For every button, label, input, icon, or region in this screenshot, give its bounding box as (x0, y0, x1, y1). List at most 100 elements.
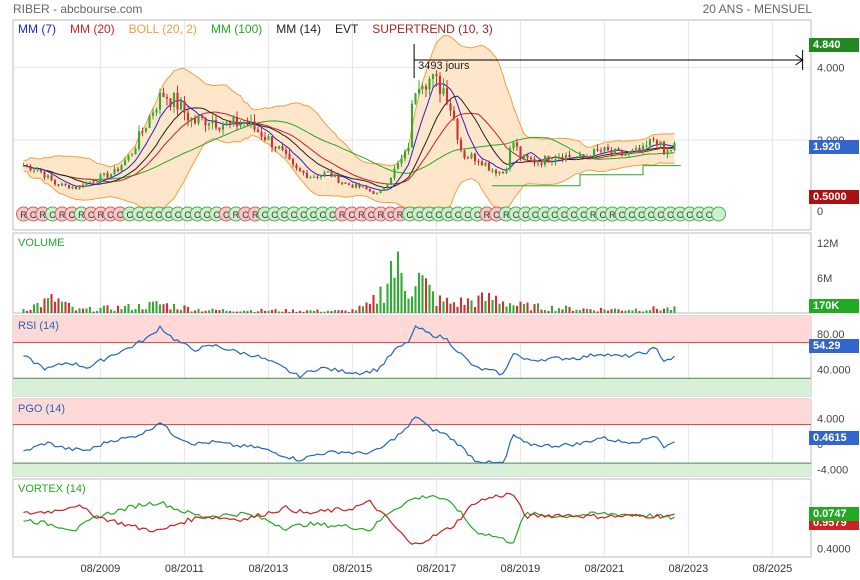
candle-body (221, 125, 225, 130)
volume-bar (400, 272, 403, 313)
candle-body (403, 151, 407, 159)
candle-body (305, 172, 309, 179)
signal-letter: R (609, 210, 616, 220)
candle-body (193, 117, 197, 124)
volume-bar (134, 309, 137, 313)
volume-bar (641, 311, 645, 313)
candle-body (456, 118, 459, 140)
volume-bar (312, 310, 316, 313)
pgo-y-tick: 4.000 (817, 413, 845, 425)
signal-letter: C (455, 210, 462, 220)
candle-body (421, 86, 424, 90)
volume-bar (309, 310, 312, 313)
signal-letter: R (377, 210, 384, 220)
signal-letter: C (49, 210, 56, 220)
volume-bar (32, 304, 36, 313)
volume-bar (393, 277, 396, 313)
signal-letter: C (416, 210, 423, 220)
volume-bar (540, 309, 543, 313)
signal-letter: C (406, 210, 413, 220)
signal-letter: R (590, 210, 597, 220)
signal-letter: C (638, 210, 645, 220)
candle-body (477, 161, 480, 163)
volume-bar (589, 309, 592, 313)
candle-body (445, 88, 449, 104)
signal-letter: C (30, 210, 37, 220)
candle-body (116, 168, 120, 171)
price-y-tick: 4.000 (817, 62, 845, 74)
candle-body (270, 136, 274, 148)
signal-letter: C (348, 210, 355, 220)
candle-body (582, 154, 585, 157)
candle-body (508, 148, 512, 170)
volume-bar (372, 294, 375, 313)
signal-letter: C (600, 210, 607, 220)
volume-bar (43, 298, 46, 313)
candle-body (165, 96, 169, 99)
signal-letter: C (542, 210, 549, 220)
signal-letter: C (696, 210, 703, 220)
signal-letter: C (69, 210, 76, 220)
volume-bar (284, 308, 288, 313)
candle-body (575, 157, 578, 159)
candle-body (414, 93, 417, 104)
volume-bar (57, 298, 60, 313)
signal-letter: C (493, 210, 500, 220)
candle-body (641, 145, 645, 152)
volume-bar (519, 301, 522, 313)
candle-body (123, 160, 127, 166)
rsi-badge: 54.29 (809, 339, 859, 353)
bollinger-lower-line (23, 135, 675, 208)
candle-body (393, 168, 396, 178)
volume-bar (505, 306, 508, 313)
x-tick-label: 08/2015 (332, 563, 372, 575)
volume-bar (452, 302, 456, 313)
volume-bar (470, 300, 473, 313)
candle-body (645, 145, 648, 147)
signal-letter: C (165, 210, 172, 220)
volume-bar (389, 260, 393, 313)
volume-bar (71, 306, 74, 313)
candle-body (78, 185, 81, 189)
candle-body (480, 161, 484, 166)
candle-body (568, 154, 571, 158)
candle-body (309, 177, 312, 179)
volume-bar (330, 311, 333, 313)
candle-body (638, 147, 641, 152)
pgo-line (23, 416, 675, 464)
volume-bar (585, 308, 589, 313)
candle-body (533, 159, 536, 164)
candle-body (74, 186, 78, 189)
volume-bar (176, 309, 179, 313)
volume-bar (225, 310, 228, 313)
pgo-y-tick: -4.000 (817, 465, 848, 477)
signal-letter: R (59, 210, 66, 220)
rsi-y-tick: 80.00 (817, 329, 845, 341)
volume-bar (459, 297, 463, 313)
candle-body (32, 170, 36, 172)
volume-bar (113, 310, 116, 313)
volume-bar (340, 310, 344, 313)
candle-body (466, 157, 470, 159)
candle-body (470, 153, 473, 159)
candle-body (666, 150, 669, 155)
candle-body (410, 103, 414, 148)
signal-letter: C (368, 210, 375, 220)
candle-body (260, 131, 263, 137)
x-tick-label: 08/2011 (165, 563, 204, 575)
candle-body (249, 121, 253, 126)
volume-bar (449, 303, 452, 313)
signal-letter: C (686, 210, 693, 220)
volume-bar (620, 310, 624, 313)
volume-bar (526, 302, 529, 313)
volume-bar (347, 312, 351, 313)
volume-bar (277, 311, 281, 313)
rsi-oversold-zone (13, 378, 811, 396)
volume-bar (141, 309, 144, 313)
signal-letter: C (657, 210, 664, 220)
volume-bar (302, 311, 305, 313)
candle-body (151, 112, 155, 116)
candle-body (662, 141, 666, 155)
candle-body (256, 129, 260, 132)
legend-item-6: SUPERTREND (10, 3) (372, 22, 492, 36)
